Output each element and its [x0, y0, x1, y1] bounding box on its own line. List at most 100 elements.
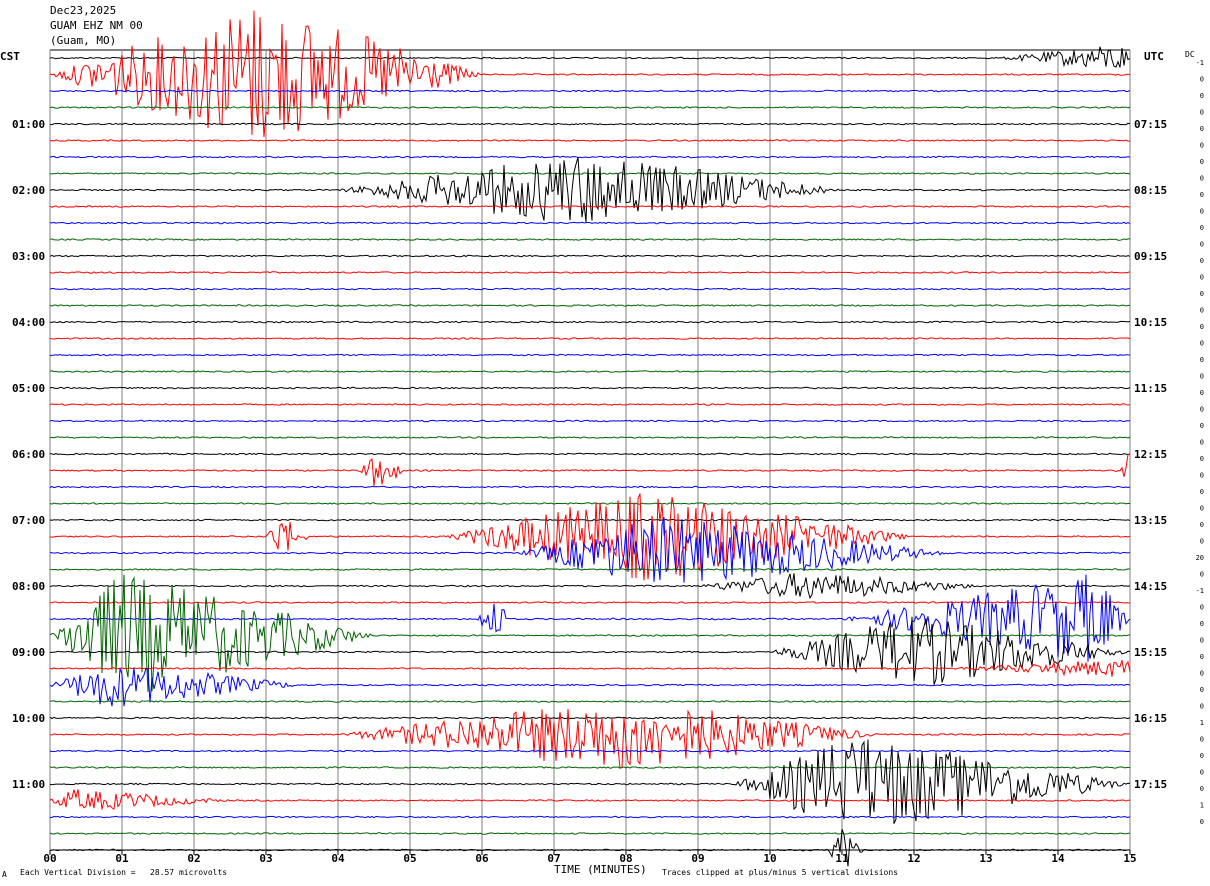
- trace-black: [49, 46, 1131, 68]
- cst-hour-label: 06:00: [12, 448, 45, 461]
- utc-hour-label: 16:15: [1134, 712, 1167, 725]
- dc-offset-value: 0: [1200, 670, 1204, 678]
- trace-blue: [49, 749, 1131, 753]
- trace-red: [49, 139, 1130, 142]
- trace-green: [49, 370, 1131, 373]
- x-tick-label: 13: [979, 852, 992, 865]
- dc-offset-value: 0: [1200, 472, 1204, 480]
- trace-black: [49, 616, 1131, 685]
- utc-hour-label: 07:15: [1134, 118, 1167, 131]
- dc-offset-value: 0: [1200, 125, 1204, 133]
- dc-offset-value: 0: [1200, 290, 1204, 298]
- trace-green: [49, 106, 1131, 109]
- x-tick-label: 10: [763, 852, 776, 865]
- x-tick-label: 02: [187, 852, 200, 865]
- trace-green: [49, 502, 1131, 505]
- trace-red: [49, 337, 1131, 340]
- trace-black: [49, 452, 1131, 456]
- dc-offset-value: 0: [1200, 307, 1204, 315]
- dc-offset-value: 0: [1200, 356, 1204, 364]
- dc-offset-value: 0: [1200, 422, 1204, 430]
- dc-offset-value: 0: [1200, 109, 1204, 117]
- cst-hour-label: 09:00: [12, 646, 45, 659]
- trace-green: [49, 766, 1131, 769]
- trace-black: [49, 122, 1131, 126]
- x-tick-label: 09: [691, 852, 704, 865]
- x-tick-label: 14: [1051, 852, 1065, 865]
- trace-black: [49, 573, 1131, 600]
- clipping-note: Traces clipped at plus/minus 5 vertical …: [662, 868, 899, 877]
- date-label: Dec23,2025: [50, 4, 117, 17]
- trace-green: [49, 238, 1131, 241]
- cst-hour-label: 08:00: [12, 580, 45, 593]
- dc-offset-value: 0: [1200, 158, 1204, 166]
- trace-blue: [49, 353, 1131, 357]
- cst-hour-label: 04:00: [12, 316, 45, 329]
- cst-hour-label: 01:00: [12, 118, 45, 131]
- utc-hour-label: 15:15: [1134, 646, 1167, 659]
- dc-offset-value: 0: [1200, 76, 1204, 84]
- dc-offset-value: 0: [1200, 241, 1204, 249]
- trace-blue: [49, 221, 1131, 225]
- dc-offset-value: 0: [1200, 505, 1204, 513]
- cst-hour-label: 05:00: [12, 382, 45, 395]
- trace-black: [49, 716, 1131, 720]
- utc-hour-label: 10:15: [1134, 316, 1167, 329]
- trace-blue: [49, 516, 1131, 583]
- dc-offset-value: 0: [1200, 208, 1204, 216]
- dc-offset-value: 0: [1200, 736, 1204, 744]
- dc-offset-value: 0: [1200, 769, 1204, 777]
- x-tick-label: 12: [907, 852, 920, 865]
- trace-black: [49, 386, 1131, 390]
- cst-hour-label: 03:00: [12, 250, 45, 263]
- footer-mark: A: [2, 870, 7, 879]
- trace-black: [49, 254, 1131, 258]
- x-tick-label: 00: [43, 852, 56, 865]
- cst-hour-label: 02:00: [12, 184, 45, 197]
- dc-offset-value: 0: [1200, 521, 1204, 529]
- dc-offset-value: 0: [1200, 455, 1204, 463]
- dc-offset-value: 20: [1196, 554, 1204, 562]
- dc-offset-value: 0: [1200, 620, 1204, 628]
- trace-blue: [49, 287, 1130, 291]
- dc-offset-value: 0: [1200, 191, 1204, 199]
- trace-red: [49, 205, 1130, 208]
- trace-blue: [49, 419, 1131, 423]
- dc-offset-value: 0: [1200, 406, 1204, 414]
- dc-offset-value: 0: [1200, 323, 1204, 331]
- x-tick-label: 15: [1123, 852, 1136, 865]
- trace-green: [49, 700, 1130, 703]
- dc-offset-value: 0: [1200, 274, 1204, 282]
- utc-hour-label: 09:15: [1134, 250, 1167, 263]
- trace-black: [49, 157, 1131, 223]
- dc-offset-value: 0: [1200, 571, 1204, 579]
- x-tick-label: 04: [331, 852, 345, 865]
- x-axis-title: TIME (MINUTES): [554, 863, 647, 876]
- location-label: (Guam, MO): [50, 34, 117, 47]
- dc-offset-value: 0: [1200, 785, 1204, 793]
- dc-offset-value: 0: [1200, 340, 1204, 348]
- cst-hour-label: 11:00: [12, 778, 45, 791]
- trace-black: [49, 828, 1131, 867]
- trace-red: [49, 660, 1131, 677]
- dc-offset-value: 0: [1200, 818, 1204, 826]
- x-tick-label: 05: [403, 852, 416, 865]
- trace-black: [49, 739, 1131, 824]
- utc-hour-label: 12:15: [1134, 448, 1167, 461]
- utc-hour-label: 08:15: [1134, 184, 1167, 197]
- trace-blue: [49, 815, 1131, 819]
- trace-blue: [49, 574, 1131, 662]
- dc-offset-value: 0: [1200, 538, 1204, 546]
- trace-red: [49, 493, 1131, 581]
- trace-black: [49, 518, 1131, 522]
- trace-red: [49, 789, 1130, 810]
- dc-offset-value: 1: [1200, 802, 1204, 810]
- x-tick-label: 07: [547, 852, 560, 865]
- trace-red: [49, 708, 1130, 769]
- x-tick-label: 11: [835, 852, 849, 865]
- dc-offset-value: 0: [1200, 142, 1204, 150]
- dc-label: DC: [1185, 50, 1195, 59]
- dc-offset-value: 0: [1200, 175, 1204, 183]
